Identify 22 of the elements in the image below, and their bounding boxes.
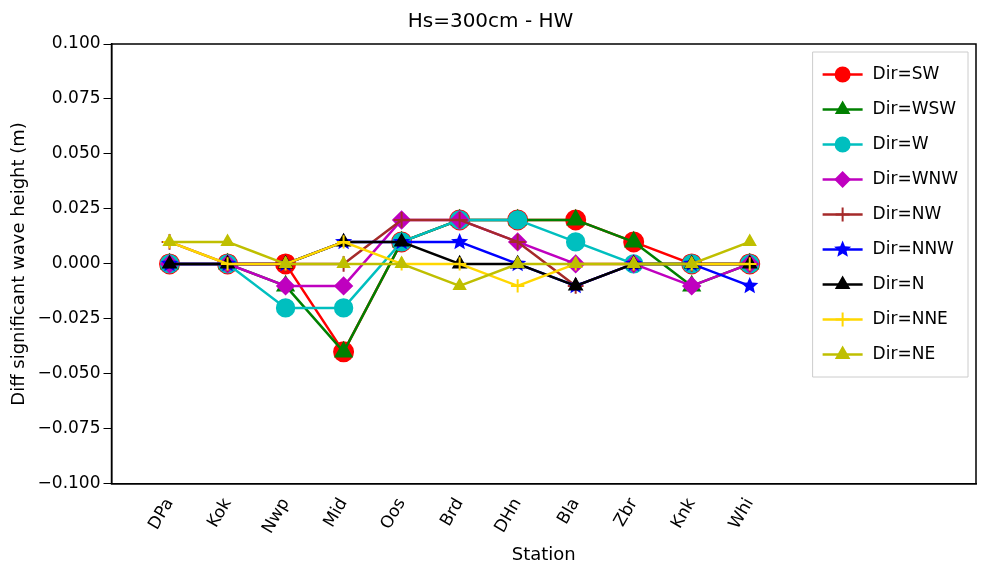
y-tick-label: 0.025 [51, 197, 101, 218]
y-axis-title: Diff significant wave height (m) [7, 122, 29, 406]
x-axis-title: Station [511, 542, 576, 564]
y-tick-label: −0.075 [37, 417, 101, 438]
legend-label: Dir=SW [872, 62, 940, 83]
legend-label: Dir=W [872, 132, 929, 153]
y-tick-label: 0.100 [51, 32, 101, 53]
y-tick-label: −0.100 [37, 472, 101, 493]
legend-label: Dir=N [872, 272, 925, 293]
legend-label: Dir=WSW [872, 97, 957, 118]
legend-label: Dir=WNW [872, 167, 959, 188]
legend-label: Dir=NW [872, 202, 942, 223]
y-tick-label: 0.000 [51, 252, 101, 273]
y-tick-label: 0.050 [51, 142, 101, 163]
y-tick-label: −0.025 [37, 307, 101, 328]
legend-label: Dir=NNE [872, 307, 948, 328]
x-tick-label: Bla [552, 494, 583, 528]
legend-label: Dir=NE [872, 342, 936, 363]
y-tick-label: −0.050 [37, 362, 101, 383]
y-tick-label: 0.075 [51, 87, 101, 108]
chart-title: Hs=300cm - HW [407, 8, 574, 33]
legend-label: Dir=NNW [872, 237, 955, 258]
